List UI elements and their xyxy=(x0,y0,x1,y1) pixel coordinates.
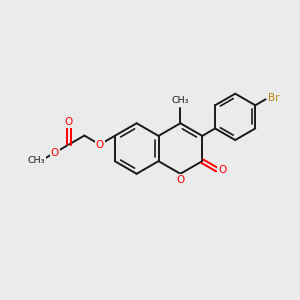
Text: CH₃: CH₃ xyxy=(27,156,45,165)
Text: O: O xyxy=(218,165,227,175)
Text: O: O xyxy=(96,140,104,149)
Text: O: O xyxy=(177,175,185,185)
Text: CH₃: CH₃ xyxy=(172,96,189,105)
Text: O: O xyxy=(65,117,73,127)
Text: Br: Br xyxy=(268,92,280,103)
Text: O: O xyxy=(51,148,59,158)
